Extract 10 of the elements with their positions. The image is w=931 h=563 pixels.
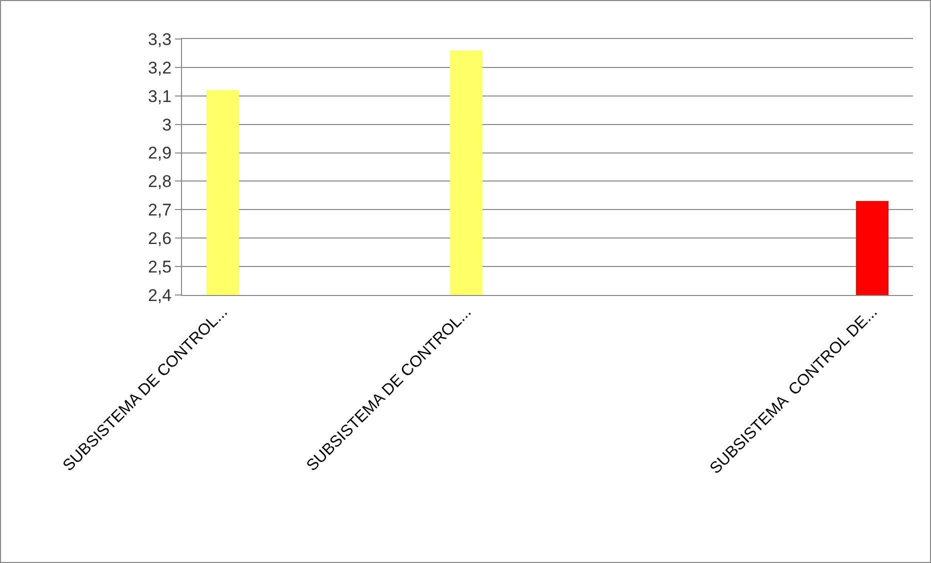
y-tick-label: 2,6 xyxy=(148,229,172,248)
y-tick-label: 3,1 xyxy=(148,86,172,106)
y-tick-label: 2,9 xyxy=(148,144,172,163)
y-tick-label: 2,4 xyxy=(148,286,172,305)
y-tick-label: 2,7 xyxy=(148,200,172,220)
y-tick-label: 2,8 xyxy=(148,172,172,192)
y-tick-label: 3 xyxy=(162,115,172,134)
y-tick-label: 3,3 xyxy=(148,30,172,49)
y-tick-label: 3,2 xyxy=(148,58,172,78)
y-tick-label: 2,5 xyxy=(148,258,172,277)
